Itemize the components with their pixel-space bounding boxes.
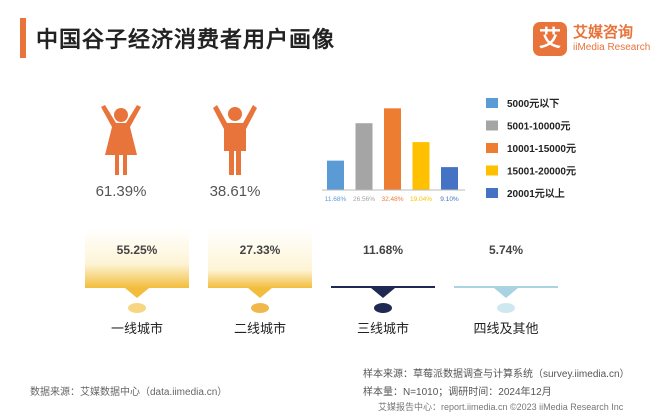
city-card: [454, 228, 558, 288]
city-card: [85, 228, 189, 288]
income-value-label: 19.04%: [410, 196, 432, 203]
legend-label: 20001元以上: [507, 187, 565, 200]
logo-cn-text: 艾媒咨询: [573, 24, 634, 41]
city-card: [208, 228, 312, 288]
city-label: 三线城市: [356, 321, 409, 336]
income-bar: [412, 142, 430, 190]
city-label: 一线城市: [110, 321, 163, 336]
income-bar: [384, 108, 401, 190]
income-bar-chart: 11.68% 26.56% 32.48% 19.04% 9.10% 5000元以下 5001…: [322, 98, 576, 203]
gender-male: 38.61%: [195, 105, 275, 200]
legend-label: 15001-20000元: [507, 166, 576, 178]
male-icon: [213, 105, 257, 175]
legend-swatch: [486, 165, 498, 176]
sample-source: 样本来源：草莓派数据调查与计算系统（survey.iimedia.cn）: [363, 369, 630, 380]
male-share: 38.61%: [209, 183, 261, 200]
city-marker-icon: [494, 288, 518, 313]
city-marker-icon: [371, 288, 395, 313]
data-source-left: 数据来源：艾媒数据中心（data.iimedia.cn）: [30, 387, 228, 398]
city-value: 11.68%: [362, 243, 404, 257]
income-value-label: 9.10%: [440, 196, 459, 203]
page-title: 中国谷子经济消费者用户画像: [36, 27, 336, 52]
sample-size: 样本量：N=1010；调研时间：2024年12月: [363, 387, 552, 398]
income-bar: [327, 160, 344, 190]
legend-swatch: [486, 143, 498, 153]
legend-swatch: [486, 188, 498, 198]
gender-female: 61.39%: [81, 105, 161, 200]
income-value-label: 32.48%: [381, 196, 403, 203]
brand-logo: 艾 艾媒咨询 iiMedia Research: [533, 20, 650, 58]
city-value: 55.25%: [116, 243, 158, 257]
income-value-label: 26.56%: [353, 196, 375, 203]
legend-label: 5001-10000元: [507, 121, 570, 133]
income-bar: [441, 167, 458, 190]
legend-label: 10001-15000元: [507, 143, 576, 155]
income-value-label: 11.68%: [325, 196, 347, 203]
female-icon: [101, 105, 141, 175]
logo-en-text: iiMedia Research: [573, 42, 651, 53]
legend-swatch: [486, 98, 498, 108]
city-label: 四线及其他: [473, 321, 539, 336]
logo-mark: 艾: [533, 22, 567, 56]
city-card: [331, 228, 435, 288]
city-marker-icon: [125, 288, 149, 313]
legend-label: 5000元以下: [507, 98, 559, 110]
title-accent-bar: [20, 18, 26, 58]
city-label: 二线城市: [233, 321, 286, 336]
female-share: 61.39%: [95, 183, 147, 200]
city-value: 5.74%: [488, 243, 524, 257]
income-bar: [355, 123, 373, 190]
city-value: 27.33%: [239, 243, 281, 257]
city-marker-icon: [248, 288, 272, 313]
legend-swatch: [486, 120, 498, 131]
report-center: 艾媒报告中心：report.iimedia.cn ©2023 iiMedia R…: [378, 402, 624, 412]
